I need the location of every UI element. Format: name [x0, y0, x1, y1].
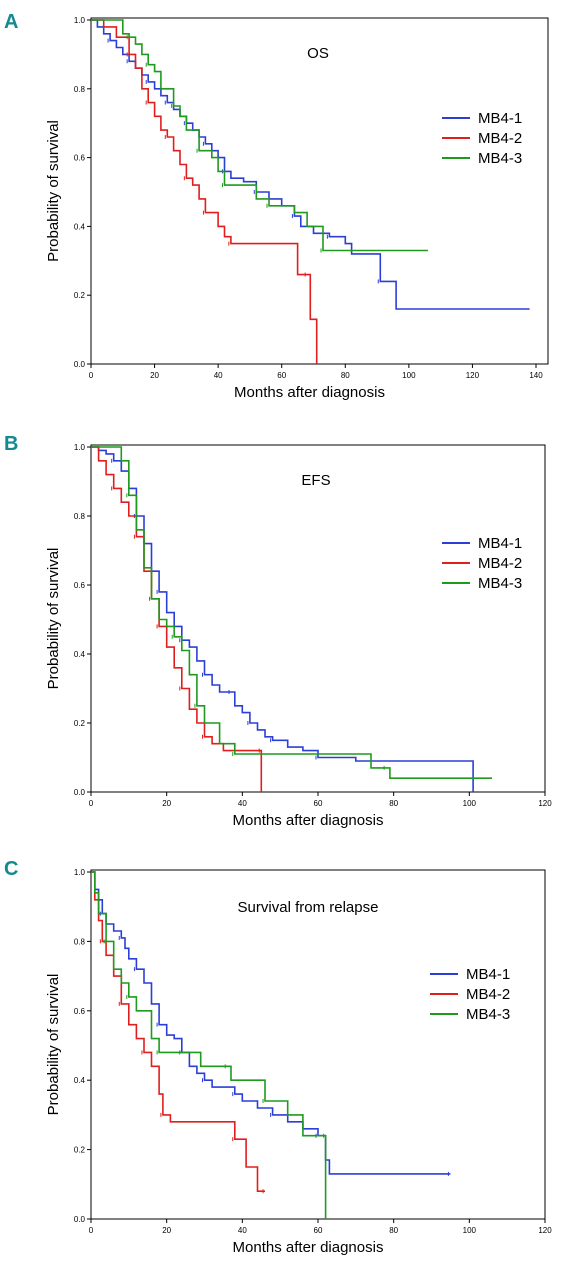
series-line-mb4-3 [91, 871, 327, 1219]
x-tick-label: 60 [314, 1226, 323, 1235]
x-tick-label: 100 [402, 371, 416, 380]
legend-label: MB4-3 [466, 1006, 510, 1023]
y-tick-label: 0.6 [74, 154, 86, 163]
panel-c: C 0.0 0.2 0.4 0.6 0.8 1.0 0 20 40 60 80 100 120 Months… [4, 858, 552, 1256]
panel-letter: B [4, 433, 18, 455]
y-tick-label: 1.0 [74, 16, 86, 25]
y-tick-label: 1.0 [74, 443, 86, 452]
x-tick-label: 80 [389, 1226, 398, 1235]
y-tick-label: 0.2 [74, 1146, 86, 1155]
y-tick-label: 0.4 [74, 1076, 86, 1085]
x-tick-label: 20 [150, 371, 159, 380]
x-tick-label: 20 [162, 799, 171, 808]
y-tick-label: 0.8 [74, 937, 86, 946]
legend-label: MB4-1 [478, 110, 522, 127]
chart-title: OS [307, 45, 329, 62]
x-tick-label: 120 [538, 799, 552, 808]
panel-b: B 0.0 0.2 0.4 0.6 0.8 1.0 0 20 40 60 80 100 120 Months… [4, 433, 552, 829]
x-tick-label: 40 [214, 371, 223, 380]
panel-letter: A [4, 11, 18, 33]
x-tick-label: 0 [89, 371, 94, 380]
legend-label: MB4-1 [466, 966, 510, 983]
legend-label: MB4-2 [478, 555, 522, 572]
y-tick-label: 0.2 [74, 291, 86, 300]
series-line-mb4-1 [91, 446, 474, 792]
y-tick-label: 0.8 [74, 512, 86, 521]
legend-label: MB4-2 [478, 130, 522, 147]
x-axis-label: Months after diagnosis [233, 812, 384, 829]
series-line-mb4-2 [91, 19, 318, 364]
panel-a: A 0.0 0.2 0.4 0.6 0.8 1.0 0 20 40 60 80 100 120 140 Mon… [4, 11, 549, 401]
y-tick-label: 1.0 [74, 868, 86, 877]
y-tick-label: 0.0 [74, 788, 86, 797]
chart-title: EFS [301, 472, 330, 489]
x-tick-label: 20 [162, 1226, 171, 1235]
x-tick-label: 40 [238, 1226, 247, 1235]
series-line-mb4-2 [91, 446, 263, 792]
series-line-mb4-3 [91, 446, 492, 779]
plot-frame [90, 17, 549, 365]
y-tick-label: 0.0 [74, 1215, 86, 1224]
series-line-mb4-3 [91, 19, 428, 252]
y-axis-label: Probability of survival [45, 120, 62, 262]
x-tick-label: 80 [341, 371, 350, 380]
y-tick-label: 0.4 [74, 222, 86, 231]
series-line-mb4-1 [91, 871, 451, 1175]
x-tick-label: 60 [277, 371, 286, 380]
x-tick-label: 60 [314, 799, 323, 808]
x-axis-label: Months after diagnosis [234, 384, 385, 401]
x-tick-label: 0 [89, 799, 94, 808]
x-tick-label: 80 [389, 799, 398, 808]
y-tick-label: 0.0 [74, 360, 86, 369]
legend-label: MB4-1 [478, 535, 522, 552]
x-axis-label: Months after diagnosis [233, 1239, 384, 1256]
x-tick-label: 40 [238, 799, 247, 808]
legend-label: MB4-3 [478, 150, 522, 167]
y-axis-label: Probability of survival [45, 548, 62, 690]
y-tick-label: 0.4 [74, 650, 86, 659]
x-tick-label: 140 [529, 371, 543, 380]
y-tick-label: 0.6 [74, 1007, 86, 1016]
panel-letter: C [4, 858, 18, 880]
legend-label: MB4-2 [466, 986, 510, 1003]
series-line-mb4-2 [91, 871, 265, 1192]
x-tick-label: 120 [466, 371, 480, 380]
chart-title: Survival from relapse [238, 899, 379, 916]
x-tick-label: 100 [463, 1226, 477, 1235]
y-tick-label: 0.2 [74, 719, 86, 728]
series-line-mb4-1 [91, 19, 530, 310]
legend-label: MB4-3 [478, 575, 522, 592]
y-tick-label: 0.6 [74, 581, 86, 590]
x-tick-label: 0 [89, 1226, 94, 1235]
x-tick-label: 120 [538, 1226, 552, 1235]
y-axis-label: Probability of survival [45, 974, 62, 1116]
x-tick-label: 100 [463, 799, 477, 808]
y-tick-label: 0.8 [74, 85, 86, 94]
